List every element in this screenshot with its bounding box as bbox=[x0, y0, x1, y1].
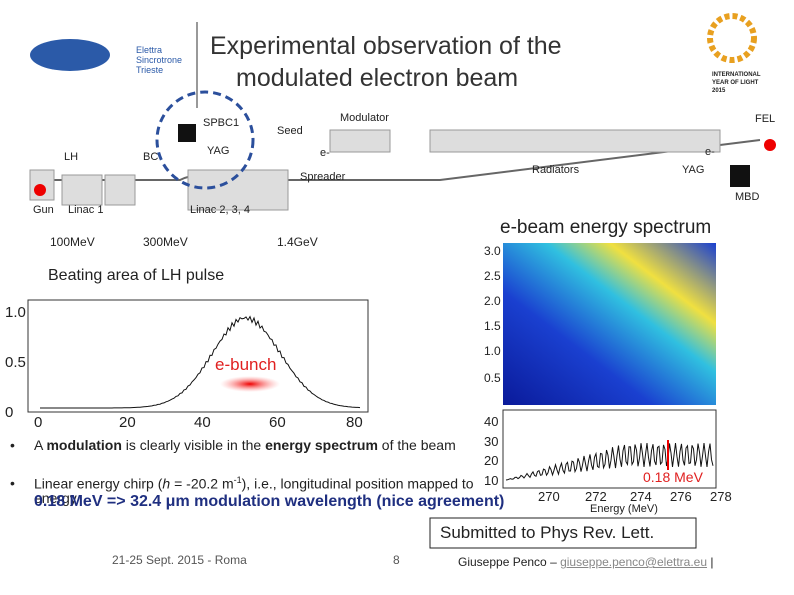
y-tick-label: 40 bbox=[484, 414, 499, 429]
footer-text: | bbox=[707, 555, 714, 569]
beamline-label: FEL bbox=[755, 113, 776, 125]
title: modulated electron beam bbox=[236, 64, 519, 92]
title: Experimental observation of the bbox=[210, 32, 562, 60]
y-tick-label: 1.0 bbox=[484, 344, 501, 358]
linac1 bbox=[61, 174, 103, 206]
page-number: 8 bbox=[393, 553, 400, 567]
x-axis-label: Energy (MeV) bbox=[590, 503, 658, 515]
y-tick-label: 1.0 bbox=[5, 304, 26, 321]
iyl-text: INTERNATIONAL bbox=[712, 72, 761, 78]
iyl-text: 2015 bbox=[712, 88, 726, 94]
bunch-label: e-bunch bbox=[215, 355, 277, 374]
beamline-label: Radiators bbox=[532, 164, 580, 176]
modulator bbox=[329, 129, 391, 153]
bullet-text: A bbox=[34, 437, 47, 453]
x-tick-label: 276 bbox=[670, 489, 692, 504]
bullet-text: energy spectrum bbox=[265, 437, 378, 453]
laser bbox=[764, 139, 776, 151]
bullet-text: -1 bbox=[233, 475, 242, 485]
bullet: • A modulation is clearly visible in the … bbox=[10, 437, 474, 453]
iyl-logo bbox=[707, 13, 757, 63]
beamline-label: Modulator bbox=[340, 112, 389, 124]
bullet-dot: • bbox=[10, 437, 15, 453]
y-tick-label: 2.5 bbox=[484, 269, 501, 283]
beamline-label: LH bbox=[64, 151, 79, 163]
email-link[interactable]: giuseppe.penco@elettra.eu bbox=[560, 555, 708, 569]
x-tick-label: 20 bbox=[119, 414, 136, 431]
y-tick-label: 10 bbox=[484, 473, 499, 488]
beamline-label: BC bbox=[143, 151, 159, 163]
x-tick-label: 272 bbox=[585, 489, 607, 504]
annotation: 0.18 MeV bbox=[643, 469, 703, 485]
e-bunch-spot bbox=[220, 376, 280, 392]
bullet-text: modulation bbox=[46, 437, 122, 453]
bullet-dot: • bbox=[10, 475, 15, 491]
bunch-profile bbox=[40, 315, 361, 409]
left-plot-frame bbox=[27, 299, 369, 413]
plot-title: Beating area of LH pulse bbox=[48, 267, 225, 284]
energy-map bbox=[503, 243, 716, 405]
x-tick-label: 80 bbox=[346, 414, 363, 431]
beamline-label: Gun bbox=[33, 204, 54, 216]
highlight: 0.18 MeV => 32.4 μm modulation wavelengt… bbox=[34, 493, 505, 510]
x-tick-label: 270 bbox=[538, 489, 560, 504]
y-tick-label: 0.5 bbox=[5, 354, 26, 371]
spbc bbox=[178, 124, 196, 142]
beamline-label: MBD bbox=[735, 191, 760, 203]
footer-date: 21-25 Sept. 2015 - Roma bbox=[112, 553, 247, 567]
logo-text: Trieste bbox=[136, 65, 164, 75]
x-tick-label: 60 bbox=[269, 414, 286, 431]
spbc-circle bbox=[155, 90, 255, 190]
logo-mark bbox=[30, 39, 110, 71]
y-tick-label: 20 bbox=[484, 453, 499, 468]
beamline-label: Linac 1 bbox=[68, 204, 104, 216]
submitted-note: Submitted to Phys Rev. Lett. bbox=[440, 523, 655, 542]
bullet: • Linear energy chirp (h = -20.2 m-1), i.… bbox=[10, 475, 474, 507]
radiators bbox=[429, 129, 721, 153]
mbd bbox=[730, 165, 750, 187]
y-tick-label: 0 bbox=[5, 404, 14, 421]
iyl-text: YEAR OF LIGHT bbox=[712, 80, 759, 86]
energy-profile bbox=[505, 442, 714, 481]
footer-author: Giuseppe Penco – giuseppe.penco@elettra.… bbox=[458, 556, 713, 568]
bullet-text: of the beam bbox=[377, 437, 456, 453]
beamline-label: e- bbox=[705, 146, 715, 158]
beamline-label: Linac 2, 3, 4 bbox=[190, 204, 250, 216]
x-tick-label: 0 bbox=[34, 414, 43, 431]
bullet-text: is clearly visible in the bbox=[121, 437, 266, 453]
beamline-label: SPBC1 bbox=[203, 117, 240, 129]
y-tick-label: 3.0 bbox=[484, 244, 501, 258]
submitted-box bbox=[429, 517, 697, 549]
x-tick-label: 40 bbox=[194, 414, 211, 431]
y-tick-label: 2.0 bbox=[484, 294, 501, 308]
bullet-text: h bbox=[162, 475, 171, 492]
beamline-label: e- bbox=[320, 147, 330, 159]
logo-text: Elettra bbox=[136, 45, 163, 55]
linac1b bbox=[104, 174, 136, 206]
x-tick-label: 278 bbox=[710, 489, 732, 504]
beamline-label: Spreader bbox=[300, 171, 346, 183]
bullet-text: ), i.e., longitudinal position mapped to… bbox=[34, 475, 474, 507]
beamline-label: Seed bbox=[277, 125, 303, 137]
beamline-label: 300MeV bbox=[143, 235, 188, 249]
beamline-label: 100MeV bbox=[50, 235, 95, 249]
bullet-text: = -20.2 m bbox=[170, 475, 234, 492]
x-tick-label: 274 bbox=[630, 489, 652, 504]
beamline-label: YAG bbox=[207, 145, 230, 157]
bullet-text: Linear energy chirp ( bbox=[34, 475, 163, 492]
y-tick-label: 0.5 bbox=[484, 371, 501, 385]
beamline-label: 1.4GeV bbox=[277, 235, 318, 249]
footer-text: Giuseppe Penco – bbox=[458, 555, 561, 569]
beamline-label: YAG bbox=[682, 164, 705, 176]
laser bbox=[34, 184, 46, 196]
y-tick-label: 30 bbox=[484, 434, 499, 449]
plot-title: e-beam energy spectrum bbox=[500, 217, 712, 238]
y-tick-label: 1.5 bbox=[484, 319, 501, 333]
logo-text: Sincrotrone bbox=[136, 55, 183, 65]
